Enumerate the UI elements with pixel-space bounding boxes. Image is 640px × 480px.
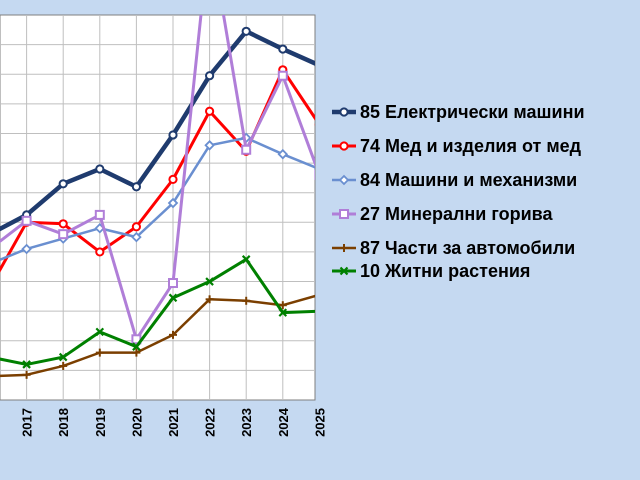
- data-point: [131, 182, 141, 192]
- legend-item: 27 Минерални горива: [332, 204, 553, 224]
- data-point: [314, 169, 315, 180]
- legend-item: 87 Части за автомобили: [332, 238, 575, 258]
- series-5: [0, 291, 323, 379]
- series-line: [0, 294, 315, 378]
- legend-label: 10 Житни растения: [360, 261, 530, 281]
- x-tick-label: 2019: [93, 408, 108, 437]
- series-layer: [0, 15, 323, 379]
- data-point: [168, 130, 178, 140]
- data-point: [58, 219, 68, 229]
- data-point: [241, 255, 251, 264]
- data-point: [205, 295, 214, 304]
- data-point: [95, 348, 104, 357]
- data-point: [167, 197, 179, 209]
- series-line: [0, 136, 315, 262]
- data-point: [58, 179, 68, 189]
- legend-item: 10 Житни растения: [332, 261, 530, 281]
- legend-label: 87 Части за автомобили: [360, 238, 575, 258]
- x-tick-label: 2017: [20, 408, 35, 437]
- plot-area: [0, 14, 316, 401]
- legend-label: 84 Машини и механизми: [360, 170, 577, 190]
- legend: 85 Електрически машини 74 Мед и изделия о…: [332, 102, 585, 281]
- data-point: [314, 123, 315, 126]
- data-point: [132, 348, 141, 357]
- legend-swatch-marker: [339, 209, 349, 219]
- data-point: [59, 361, 68, 370]
- x-tick-label: 2024: [276, 407, 291, 437]
- data-point: [241, 26, 251, 36]
- data-point: [95, 247, 105, 257]
- x-tick-label: 2023: [239, 408, 254, 437]
- x-axis-tick-labels: 2017 2018 2019 2020 2021 2022 2023 2024 2025: [20, 407, 328, 437]
- data-point: [277, 148, 289, 160]
- x-tick-label: 2018: [56, 408, 71, 437]
- data-point: [95, 164, 105, 174]
- legend-swatch-marker: [339, 107, 349, 117]
- legend-item: 84 Машини и механизми: [332, 170, 577, 190]
- series-1: [0, 26, 315, 232]
- data-point: [94, 209, 105, 220]
- series-6: [0, 255, 323, 369]
- legend-item: 85 Електрически машини: [332, 102, 585, 122]
- data-point: [278, 308, 288, 317]
- data-point: [132, 342, 141, 351]
- data-point: [131, 222, 141, 232]
- x-tick-label: 2021: [166, 408, 181, 437]
- series-line: [0, 257, 315, 366]
- data-point: [22, 370, 31, 379]
- legend-label: 74 Мед и изделия от мед: [360, 136, 582, 156]
- data-point: [21, 243, 32, 255]
- data-point: [205, 106, 215, 116]
- data-point: [168, 174, 178, 184]
- data-point: [169, 330, 177, 339]
- legend-swatch-marker: [338, 174, 350, 186]
- legend-swatch-marker: [339, 266, 349, 276]
- x-tick-label: 2022: [203, 408, 218, 437]
- data-point: [204, 140, 215, 151]
- legend-swatch-marker: [339, 141, 349, 151]
- data-point: [22, 360, 31, 369]
- data-point: [58, 352, 68, 362]
- legend-swatch-marker: [340, 244, 348, 252]
- legend-label: 85 Електрически машини: [360, 102, 585, 122]
- data-point: [131, 231, 142, 243]
- data-point: [241, 144, 252, 155]
- legend-item: 74 Мед и изделия от мед: [332, 136, 582, 156]
- data-point: [314, 168, 315, 170]
- data-point: [21, 215, 32, 226]
- data-point: [205, 277, 214, 286]
- data-point: [168, 278, 178, 289]
- data-point: [58, 229, 69, 240]
- series-line: [0, 29, 315, 232]
- data-point: [205, 71, 215, 81]
- legend-label: 27 Минерални горива: [360, 204, 553, 224]
- data-point: [315, 291, 323, 299]
- x-tick-label: 2025: [312, 408, 327, 437]
- data-point: [168, 293, 178, 303]
- data-point: [314, 64, 315, 67]
- data-point: [242, 296, 251, 305]
- x-tick-label: 2020: [129, 408, 144, 437]
- data-point: [316, 308, 323, 315]
- series-line: [0, 15, 315, 341]
- data-point: [95, 327, 105, 337]
- data-point: [277, 70, 288, 81]
- data-point: [278, 301, 287, 310]
- data-point: [278, 44, 288, 54]
- series-3: [0, 132, 315, 262]
